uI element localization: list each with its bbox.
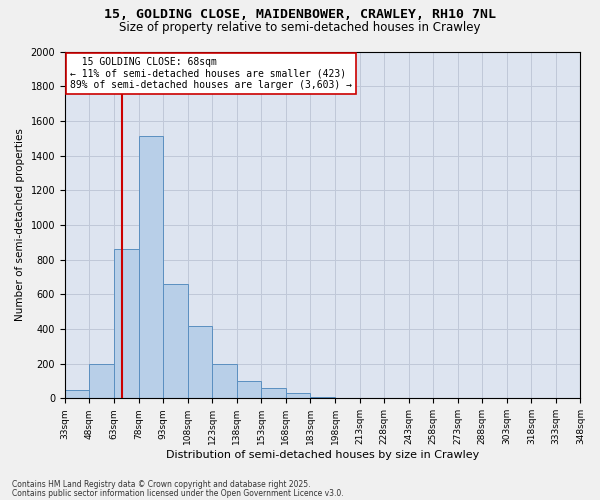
Bar	[114, 249, 139, 398]
X-axis label: Distribution of semi-detached houses by size in Crawley: Distribution of semi-detached houses by …	[166, 450, 479, 460]
Bar	[237, 381, 262, 398]
Bar	[139, 136, 163, 398]
Bar	[163, 284, 188, 399]
Bar	[65, 390, 89, 398]
Bar	[188, 326, 212, 398]
Text: 15, GOLDING CLOSE, MAIDENBOWER, CRAWLEY, RH10 7NL: 15, GOLDING CLOSE, MAIDENBOWER, CRAWLEY,…	[104, 8, 496, 20]
Bar	[262, 388, 286, 398]
Text: Size of property relative to semi-detached houses in Crawley: Size of property relative to semi-detach…	[119, 21, 481, 34]
Text: Contains HM Land Registry data © Crown copyright and database right 2025.: Contains HM Land Registry data © Crown c…	[12, 480, 311, 489]
Y-axis label: Number of semi-detached properties: Number of semi-detached properties	[15, 128, 25, 322]
Text: Contains public sector information licensed under the Open Government Licence v3: Contains public sector information licen…	[12, 489, 344, 498]
Bar	[212, 364, 237, 398]
Bar	[286, 393, 310, 398]
Bar	[89, 364, 114, 398]
Bar	[310, 396, 335, 398]
Text: 15 GOLDING CLOSE: 68sqm  
← 11% of semi-detached houses are smaller (423)
89% of: 15 GOLDING CLOSE: 68sqm ← 11% of semi-de…	[70, 56, 352, 90]
